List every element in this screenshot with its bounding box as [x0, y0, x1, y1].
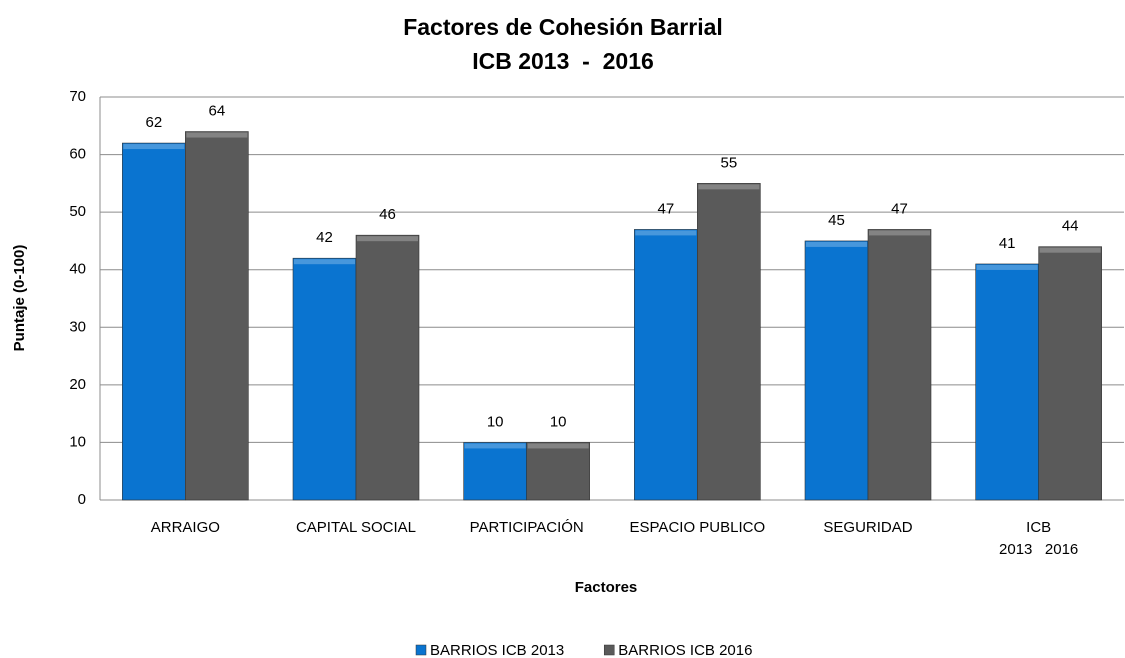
- bar: [355, 234, 420, 501]
- bar-bevel: [698, 184, 760, 190]
- x-tick-label: ICB 2013 2016: [999, 519, 1078, 558]
- x-tick-label: SEGURIDAD: [823, 519, 912, 536]
- y-tick-label: 30: [69, 318, 86, 335]
- bar: [975, 263, 1039, 501]
- bar: [463, 442, 527, 501]
- x-tick-label: CAPITAL SOCIAL: [296, 519, 416, 536]
- bar: [634, 229, 698, 501]
- y-tick-label: 40: [69, 261, 86, 278]
- data-label: 45: [828, 212, 845, 229]
- chart-subtitle: ICB 2013 - 2016: [472, 48, 654, 74]
- bar: [867, 229, 932, 501]
- bar: [526, 442, 590, 501]
- bar: [804, 240, 869, 501]
- data-label: 46: [379, 206, 396, 223]
- x-tick-label-line: 2013 2016: [999, 541, 1078, 558]
- data-label: 10: [487, 413, 504, 430]
- x-tick-label: PARTICIPACIÓN: [470, 519, 584, 536]
- data-label: 62: [145, 114, 162, 131]
- data-label: 10: [550, 413, 567, 430]
- legend-swatch: [415, 644, 427, 656]
- x-tick-label-line: ICB: [1026, 519, 1051, 536]
- x-tick-label: ARRAIGO: [151, 519, 220, 536]
- y-axis-title: Puntaje (0-100): [11, 245, 28, 352]
- data-label: 44: [1062, 218, 1079, 235]
- bar-bevel: [357, 236, 418, 242]
- x-axis-title: Factores: [575, 579, 638, 596]
- y-tick-label: 70: [69, 88, 86, 105]
- bar: [122, 142, 186, 501]
- chart-title: Factores de Cohesión Barrial: [403, 14, 723, 40]
- data-label: 47: [891, 200, 908, 217]
- bar-bevel: [1039, 247, 1101, 253]
- bar-bevel: [294, 259, 355, 265]
- x-tick-label: ESPACIO PUBLICO: [630, 519, 766, 536]
- bar-bevel: [976, 264, 1038, 270]
- bar: [1038, 246, 1102, 501]
- bar-bevel: [806, 241, 867, 247]
- data-label: 41: [999, 235, 1016, 252]
- bar: [697, 183, 761, 501]
- data-label: 55: [720, 154, 737, 171]
- data-label: 64: [208, 103, 225, 120]
- bar-bevel: [527, 443, 589, 449]
- data-label: 42: [316, 229, 333, 246]
- legend-swatch: [603, 644, 615, 656]
- bar-bevel: [635, 230, 697, 236]
- y-tick-label: 50: [69, 203, 86, 220]
- bar: [185, 131, 249, 501]
- bar-bevel: [464, 443, 526, 449]
- y-tick-label: 20: [69, 376, 86, 393]
- y-tick-label: 60: [69, 146, 86, 163]
- legend-label: BARRIOS ICB 2013: [430, 642, 564, 658]
- bar-bevel: [869, 230, 930, 236]
- bar: [292, 257, 357, 501]
- bar-bevel: [186, 132, 248, 138]
- legend-label: BARRIOS ICB 2016: [618, 642, 752, 658]
- y-tick-label: 10: [69, 433, 86, 450]
- y-tick-label: 0: [78, 491, 86, 508]
- bar-bevel: [123, 144, 185, 150]
- data-label: 47: [657, 200, 674, 217]
